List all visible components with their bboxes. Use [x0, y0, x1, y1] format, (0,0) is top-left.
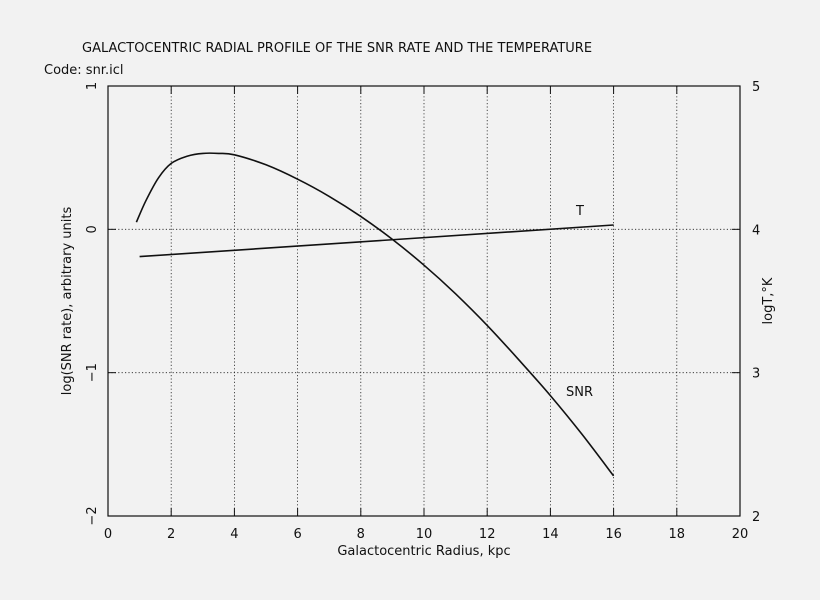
x-axis-label: Galactocentric Radius, kpc	[337, 544, 510, 559]
x-tick-label: 2	[167, 527, 175, 542]
x-tick-label: 14	[542, 527, 559, 542]
x-tick-label: 12	[479, 527, 496, 542]
chart-title: GALACTOCENTRIC RADIAL PROFILE OF THE SNR…	[82, 41, 592, 56]
y-tick-label: 1	[85, 82, 100, 90]
series-line-snr	[135, 152, 615, 477]
grid-lines	[108, 86, 740, 516]
y-tick-label: −2	[85, 506, 100, 525]
series-label-t: T	[575, 204, 584, 219]
y2-axis-label: logT,°K	[761, 277, 776, 324]
y-tick-label: −1	[85, 363, 100, 382]
y2-tick-label: 2	[752, 510, 760, 525]
y2-tick-label: 3	[752, 367, 760, 382]
x-tick-label: 8	[357, 527, 365, 542]
x-tick-label: 18	[669, 527, 686, 542]
chart-subtitle: Code: snr.icl	[44, 63, 123, 78]
series-label-snr: SNR	[566, 385, 593, 400]
y-tick-label: 0	[85, 225, 100, 233]
x-tick-label: 20	[732, 527, 749, 542]
y2-tick-label: 4	[752, 223, 760, 238]
y-axis-label: log(SNR rate), arbitrary units	[60, 207, 75, 396]
x-tick-label: 0	[104, 527, 112, 542]
x-tick-label: 10	[416, 527, 433, 542]
axis-ticks	[107, 85, 741, 517]
x-tick-label: 6	[293, 527, 301, 542]
series-group	[135, 152, 615, 477]
x-tick-label: 16	[605, 527, 622, 542]
series-line-t	[139, 224, 614, 258]
y2-tick-label: 5	[752, 80, 760, 95]
x-tick-label: 4	[230, 527, 238, 542]
